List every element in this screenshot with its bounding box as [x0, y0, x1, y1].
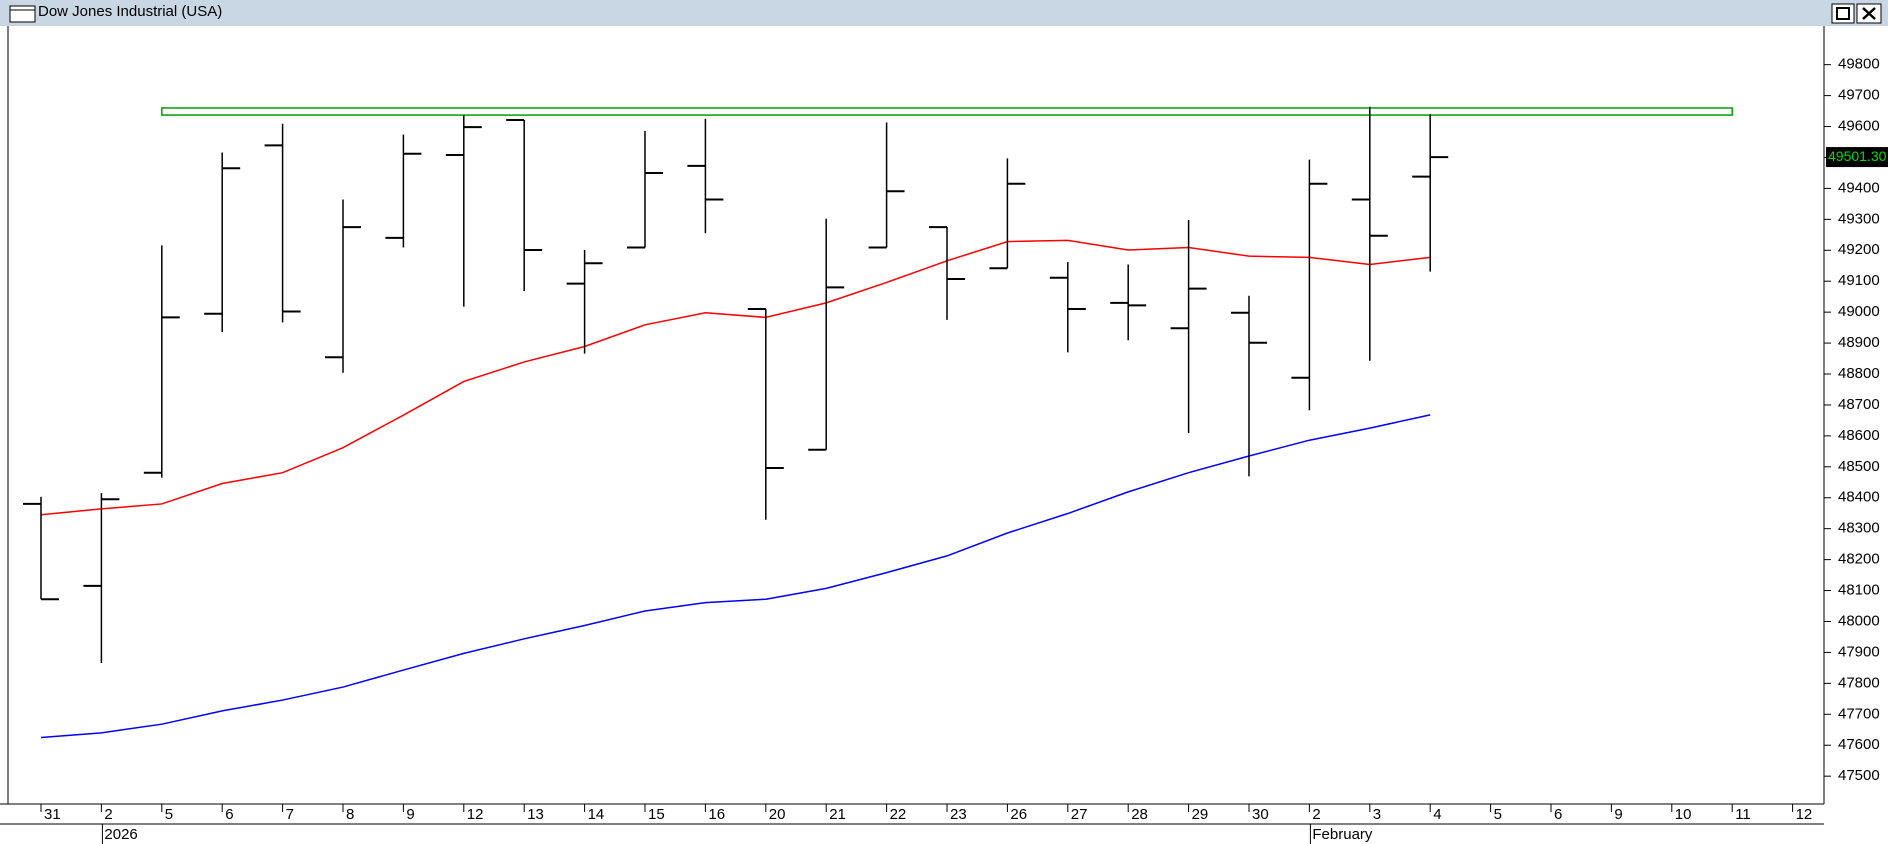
maximize-icon	[1836, 7, 1850, 20]
close-icon	[1862, 7, 1876, 20]
x-tick-label: 22	[890, 806, 907, 823]
x-tick-label: 4	[1433, 806, 1441, 823]
x-tick-label: 26	[1010, 806, 1027, 823]
x-row2-label: 2026	[104, 826, 137, 843]
y-tick-label: 49300	[1838, 210, 1880, 227]
x-tick-label: 12	[467, 806, 484, 823]
last-price-label: 49501.30	[1828, 148, 1887, 164]
x-tick-label: 13	[527, 806, 544, 823]
x-tick-label: 27	[1071, 806, 1088, 823]
y-tick-label: 47500	[1838, 767, 1880, 784]
x-tick-label: 7	[286, 806, 294, 823]
y-tick-label: 48100	[1838, 582, 1880, 599]
maximize-button[interactable]	[1831, 3, 1855, 24]
y-tick-label: 47900	[1838, 643, 1880, 660]
x-tick-label: 14	[588, 806, 605, 823]
y-tick-label: 49800	[1838, 56, 1880, 73]
x-tick-label: 28	[1131, 806, 1148, 823]
x-tick-label: 2	[104, 806, 112, 823]
y-tick-label: 49200	[1838, 241, 1880, 258]
title-bar	[0, 0, 1888, 26]
last-price-box	[1826, 147, 1888, 168]
y-tick-label: 48400	[1838, 489, 1880, 506]
y-tick-label: 48800	[1838, 365, 1880, 382]
x-tick-label: 5	[1494, 806, 1502, 823]
x-tick-label: 5	[165, 806, 173, 823]
x-tick-label: 12	[1796, 806, 1813, 823]
y-tick-label: 48200	[1838, 551, 1880, 568]
y-tick-label: 48700	[1838, 396, 1880, 413]
y-tick-label: 49700	[1838, 87, 1880, 104]
y-tick-label: 48000	[1838, 612, 1880, 629]
chart-title: Dow Jones Industrial (USA)	[38, 3, 222, 20]
x-tick-label: 20	[769, 806, 786, 823]
x-tick-label: 6	[1554, 806, 1562, 823]
moving-average-line	[40, 414, 1431, 739]
x-tick-label: 23	[950, 806, 967, 823]
moving-average-line	[40, 239, 1431, 516]
y-tick-label: 49600	[1838, 118, 1880, 135]
x-tick-label: 16	[708, 806, 725, 823]
x-tick-label: 31	[44, 806, 61, 823]
x-tick-label: 21	[829, 806, 846, 823]
resistance-band	[161, 107, 1733, 116]
y-tick-label: 49000	[1838, 303, 1880, 320]
x-row2-label: February	[1312, 826, 1373, 843]
y-tick-label: 47800	[1838, 674, 1880, 691]
x-tick-label: 3	[1373, 806, 1381, 823]
x-tick-label: 15	[648, 806, 665, 823]
y-tick-label: 48600	[1838, 427, 1880, 444]
y-tick-label: 47700	[1838, 705, 1880, 722]
x-tick-label: 8	[346, 806, 354, 823]
y-tick-label: 48900	[1838, 334, 1880, 351]
y-tick-label: 48300	[1838, 520, 1880, 537]
x-tick-label: 6	[225, 806, 233, 823]
x-tick-label: 9	[1614, 806, 1622, 823]
y-tick-label: 47600	[1838, 736, 1880, 753]
x-tick-label: 9	[406, 806, 414, 823]
y-tick-label: 49400	[1838, 179, 1880, 196]
x-tick-label: 10	[1675, 806, 1692, 823]
x-tick-label: 29	[1192, 806, 1209, 823]
x-tick-label: 11	[1735, 806, 1751, 823]
x-tick-label: 2	[1312, 806, 1320, 823]
y-tick-label: 49100	[1838, 272, 1880, 289]
y-tick-label: 48500	[1838, 458, 1880, 475]
window-icon	[9, 5, 36, 23]
x-tick-label: 30	[1252, 806, 1269, 823]
